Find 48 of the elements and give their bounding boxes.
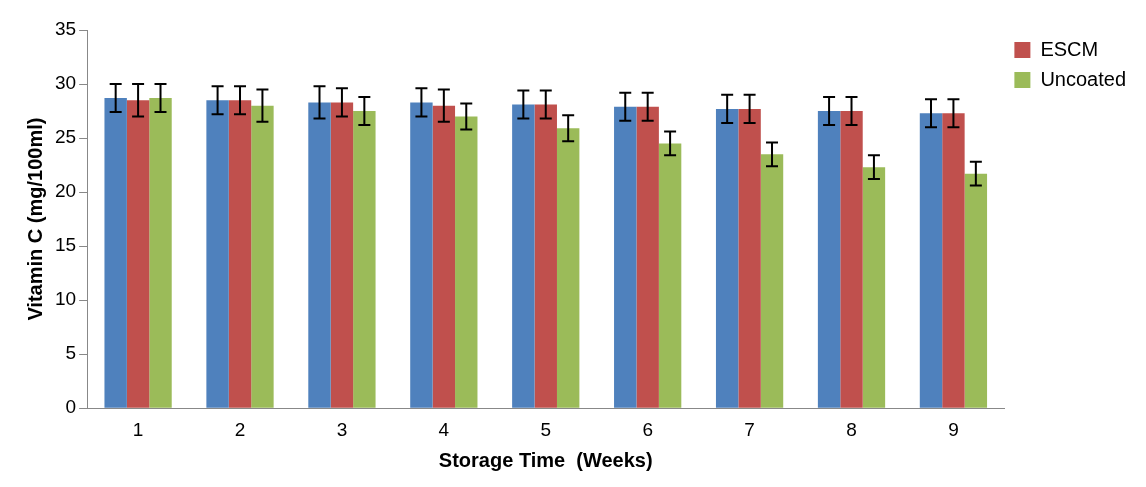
y-tick-label: 20 bbox=[54, 180, 77, 202]
x-tick-label: 4 bbox=[438, 418, 450, 440]
y-tick-label: 15 bbox=[54, 234, 77, 256]
x-tick-label: 2 bbox=[234, 418, 246, 440]
bar bbox=[432, 105, 456, 408]
bar bbox=[760, 154, 784, 408]
bar bbox=[964, 173, 988, 408]
x-tick-label: 1 bbox=[132, 418, 144, 440]
legend-label: ESCM bbox=[1040, 37, 1099, 60]
bar bbox=[206, 100, 229, 408]
bar bbox=[104, 98, 127, 408]
bar bbox=[715, 108, 739, 408]
x-tick-label: 8 bbox=[846, 418, 857, 440]
x-tick-label: 3 bbox=[336, 418, 348, 440]
bar bbox=[330, 102, 354, 408]
bar bbox=[353, 111, 376, 408]
bar bbox=[614, 106, 637, 408]
bar bbox=[149, 98, 172, 408]
y-axis-title: Vitamin C (mg/100ml) bbox=[23, 117, 46, 321]
bar bbox=[919, 113, 943, 408]
bar bbox=[556, 128, 580, 408]
bar bbox=[636, 106, 659, 408]
y-tick-label: 0 bbox=[65, 396, 77, 418]
bar bbox=[126, 100, 150, 408]
y-tick-label: 35 bbox=[54, 18, 77, 40]
bar bbox=[251, 105, 274, 408]
bar bbox=[862, 167, 886, 408]
bar bbox=[942, 113, 965, 408]
y-tick-label: 30 bbox=[54, 72, 77, 94]
x-tick-label: 6 bbox=[642, 418, 653, 440]
bar bbox=[840, 111, 863, 408]
bar bbox=[534, 104, 557, 408]
bar bbox=[308, 102, 331, 408]
bar bbox=[658, 143, 682, 408]
x-tick-label: 5 bbox=[540, 418, 552, 440]
bar bbox=[512, 104, 535, 408]
bar bbox=[228, 100, 252, 408]
bar bbox=[455, 116, 478, 408]
legend-label: Uncoated bbox=[1040, 67, 1127, 90]
y-tick-label: 25 bbox=[54, 126, 77, 148]
x-tick-label: 9 bbox=[948, 418, 959, 440]
y-tick-label: 10 bbox=[54, 288, 77, 310]
x-axis-title: Storage Time (Weeks) bbox=[438, 448, 653, 471]
bar bbox=[410, 102, 433, 408]
bar bbox=[817, 111, 841, 408]
y-tick-label: 5 bbox=[65, 342, 77, 364]
bar bbox=[738, 108, 761, 408]
x-tick-label: 7 bbox=[744, 418, 755, 440]
